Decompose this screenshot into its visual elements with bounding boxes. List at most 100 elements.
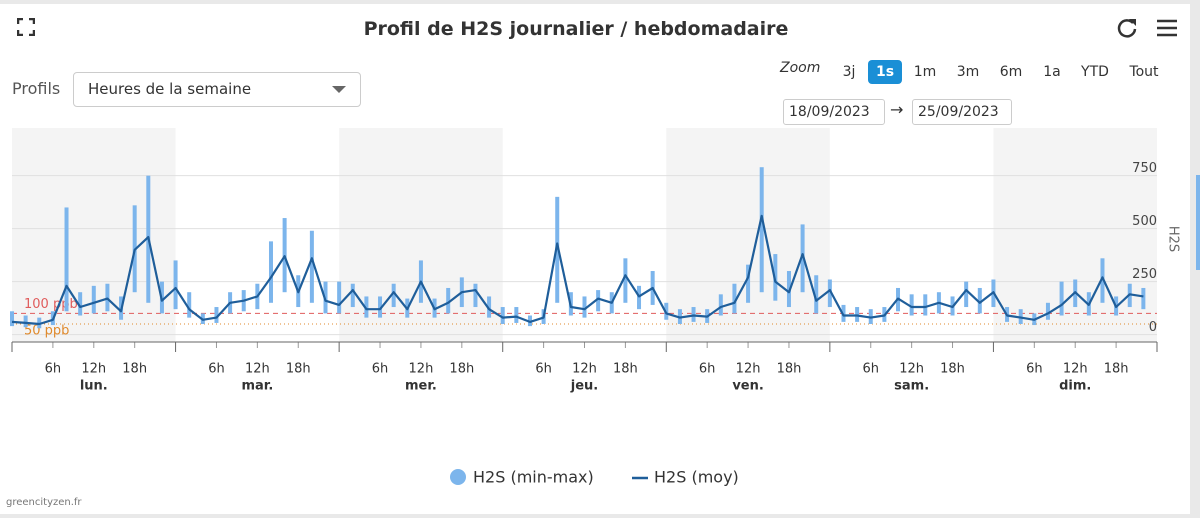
y-tick-label: 750: [1132, 161, 1157, 176]
range-bar: [500, 307, 505, 324]
range-bar: [473, 283, 478, 308]
x-tick-label: 6h: [699, 362, 716, 377]
day-band: [993, 128, 1157, 342]
range-bar: [964, 281, 969, 308]
range-bar: [378, 296, 383, 318]
x-tick-label: 18h: [613, 362, 638, 377]
reload-icon[interactable]: [1116, 17, 1138, 39]
range-bar: [1100, 258, 1105, 303]
range-bar: [623, 258, 628, 303]
title: Profil de H2S journalier / hebdomadaire: [363, 18, 789, 40]
x-tick-label: 12h: [1063, 362, 1088, 377]
day-label: mar.: [241, 379, 273, 394]
range-bar: [446, 287, 451, 314]
threshold-label: 100 ppb: [24, 297, 78, 312]
x-tick-label: 6h: [535, 362, 552, 377]
zoom-button[interactable]: 6m: [999, 64, 1023, 80]
y-tick-label: 0: [1149, 320, 1157, 335]
threshold-label: 50 ppb: [24, 323, 69, 338]
range-bar: [391, 283, 396, 308]
x-tick-label: 12h: [81, 362, 106, 377]
footer: greencityzen.fr: [6, 497, 82, 508]
mean-line: [11, 214, 1144, 326]
card: Profil de H2S journalier / hebdomadaire …: [0, 4, 1190, 514]
range-bar: [1059, 281, 1064, 316]
x-tick-label: 12h: [409, 362, 434, 377]
range-bar: [337, 281, 342, 314]
zoom-button[interactable]: 1a: [1043, 64, 1061, 80]
profile-value: Heures de la semaine: [88, 80, 252, 98]
zoom-button[interactable]: 1s: [868, 60, 902, 84]
x-tick-label: 12h: [245, 362, 270, 377]
zoom-button[interactable]: 3j: [842, 64, 856, 80]
range-bar: [268, 241, 273, 303]
y-tick-label: 250: [1132, 267, 1157, 282]
range-bar: [364, 296, 369, 318]
range-bar: [23, 315, 28, 328]
zoom-button[interactable]: Tout: [1129, 64, 1159, 80]
chart: H2S H2S (min-max) H2S (moy) lun. mar. mer.…: [10, 128, 1181, 487]
range-bar: [759, 167, 764, 293]
day-label: jeu.: [570, 379, 598, 394]
range-bar: [800, 224, 805, 293]
range-bar: [173, 260, 178, 310]
x-tick-label: 6h: [208, 362, 225, 377]
legend-label[interactable]: H2S (moy): [654, 468, 739, 487]
zoom-button[interactable]: YTD: [1081, 64, 1109, 80]
x-tick-label: 18h: [122, 362, 147, 377]
range-bar: [350, 283, 355, 308]
x-tick-label: 18h: [777, 362, 802, 377]
range-bar: [814, 275, 819, 314]
scrollbar[interactable]: [1196, 175, 1200, 270]
x-tick-label: 18h: [940, 362, 965, 377]
range-bar: [582, 296, 587, 318]
x-tick-label: 6h: [1026, 362, 1043, 377]
x-tick-label: 18h: [286, 362, 311, 377]
range-bar: [214, 307, 219, 323]
range-bar: [746, 264, 751, 303]
range-bar: [78, 292, 83, 316]
range-bar: [732, 283, 737, 314]
x-tick-label: 18h: [449, 362, 474, 377]
menu-icon[interactable]: [1156, 18, 1178, 38]
zoom-button[interactable]: 1m: [913, 64, 937, 80]
range-bar: [923, 294, 928, 316]
arrow: →: [890, 100, 904, 119]
profile-select[interactable]: Heures de la semaine: [73, 72, 361, 107]
x-tick-label: 12h: [736, 362, 761, 377]
y-tick-label: 500: [1132, 214, 1157, 229]
zoom-label: Zoom: [780, 60, 821, 76]
range-bar: [487, 296, 492, 318]
fullscreen-icon[interactable]: [17, 18, 35, 36]
legend-label[interactable]: H2S (min-max): [473, 468, 594, 487]
caret: [332, 86, 346, 93]
range-bar: [91, 285, 96, 314]
range-bar: [718, 294, 723, 316]
x-tick-label: 6h: [45, 362, 62, 377]
range-bar: [10, 311, 14, 327]
day-band: [339, 128, 503, 342]
range-bar: [1141, 287, 1146, 310]
profile-label: Profils: [12, 79, 61, 98]
range-bar: [187, 292, 192, 318]
x-tick-label: 18h: [1104, 362, 1129, 377]
range-bar: [555, 196, 560, 303]
day-label: mer.: [405, 379, 437, 394]
day-band: [666, 128, 830, 342]
range-bar: [977, 287, 982, 314]
day-label: lun.: [80, 379, 108, 394]
range-bar: [64, 207, 69, 312]
range-bar: [909, 294, 914, 316]
x-tick-label: 12h: [572, 362, 597, 377]
range-bar: [596, 290, 601, 312]
day-label: sam.: [894, 379, 929, 394]
legend-symbol[interactable]: [450, 469, 466, 485]
date-to[interactable]: 25/09/2023: [912, 99, 1012, 125]
date-from[interactable]: 18/09/2023: [783, 99, 885, 125]
range-bar: [827, 279, 832, 308]
x-tick-label: 12h: [899, 362, 924, 377]
range-bar: [637, 285, 642, 310]
zoom-button[interactable]: 3m: [956, 64, 980, 80]
day-label: dim.: [1059, 379, 1091, 394]
